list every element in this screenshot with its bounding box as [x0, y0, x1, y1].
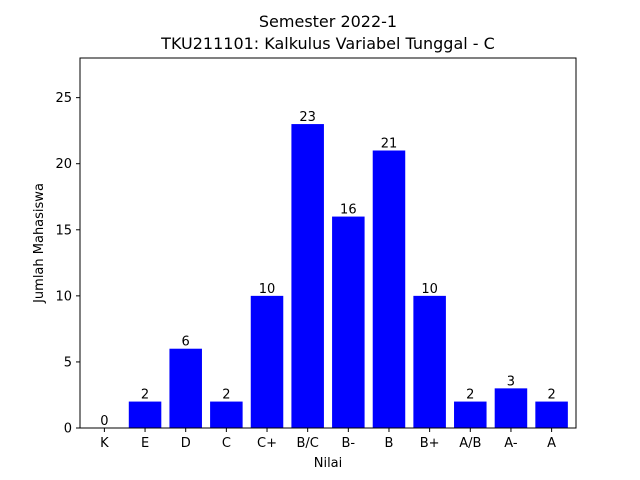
bar-value-label: 10: [421, 282, 438, 297]
y-tick-label: 5: [64, 355, 72, 370]
y-tick-label: 20: [55, 157, 72, 172]
y-axis-ticks: 0 5 10 15 20 25: [55, 91, 80, 437]
bar-value-label: 2: [466, 388, 474, 403]
chart-subtitle: TKU211101: Kalkulus Variabel Tunggal - C: [160, 34, 495, 53]
y-tick-label: 0: [64, 422, 72, 437]
bar-value-label: 16: [340, 203, 357, 218]
x-tick-label: A: [547, 436, 556, 451]
y-tick-label: 25: [55, 91, 72, 106]
x-tick-label: B+: [420, 436, 440, 451]
bar-value-label: 6: [182, 335, 190, 350]
x-tick-label: D: [181, 436, 191, 451]
x-axis-label: Nilai: [314, 456, 343, 471]
y-tick-label: 15: [55, 223, 72, 238]
x-tick-label: K: [100, 436, 109, 451]
bar: [291, 124, 324, 428]
y-axis-label: Jumlah Mahasiswa: [32, 183, 47, 304]
x-tick-label: B: [385, 436, 394, 451]
bar-value-label: 2: [222, 388, 230, 403]
x-tick-label: C+: [257, 436, 277, 451]
bar-value-label: 23: [299, 110, 316, 125]
bar: [494, 388, 528, 428]
x-axis-ticks: K E D C C+ B/C B- B B+ A/B A- A: [100, 428, 556, 451]
bar-value-label: 2: [141, 388, 149, 403]
bars-group: [128, 124, 568, 428]
plot-frame: [79, 57, 577, 429]
bar-value-label: 2: [547, 388, 555, 403]
bar-value-label: 21: [381, 137, 398, 152]
bar-value-label: 0: [100, 414, 108, 429]
bar: [332, 216, 365, 428]
bar: [250, 295, 284, 428]
x-tick-label: C: [222, 436, 231, 451]
bar: [210, 401, 243, 428]
bar: [413, 295, 446, 428]
x-tick-label: B/C: [296, 436, 318, 451]
x-tick-label: B-: [342, 436, 356, 451]
bar-value-label: 3: [507, 374, 515, 389]
chart-title: Semester 2022-1: [259, 12, 397, 31]
bar: [372, 150, 406, 428]
bar: [454, 401, 487, 428]
x-tick-label: A/B: [459, 436, 481, 451]
bar-value-label: 10: [259, 282, 276, 297]
bar: [169, 348, 202, 428]
bar: [535, 401, 568, 428]
x-tick-label: E: [141, 436, 149, 451]
bar: [128, 401, 162, 428]
x-tick-label: A-: [504, 436, 518, 451]
y-tick-label: 10: [55, 289, 72, 304]
